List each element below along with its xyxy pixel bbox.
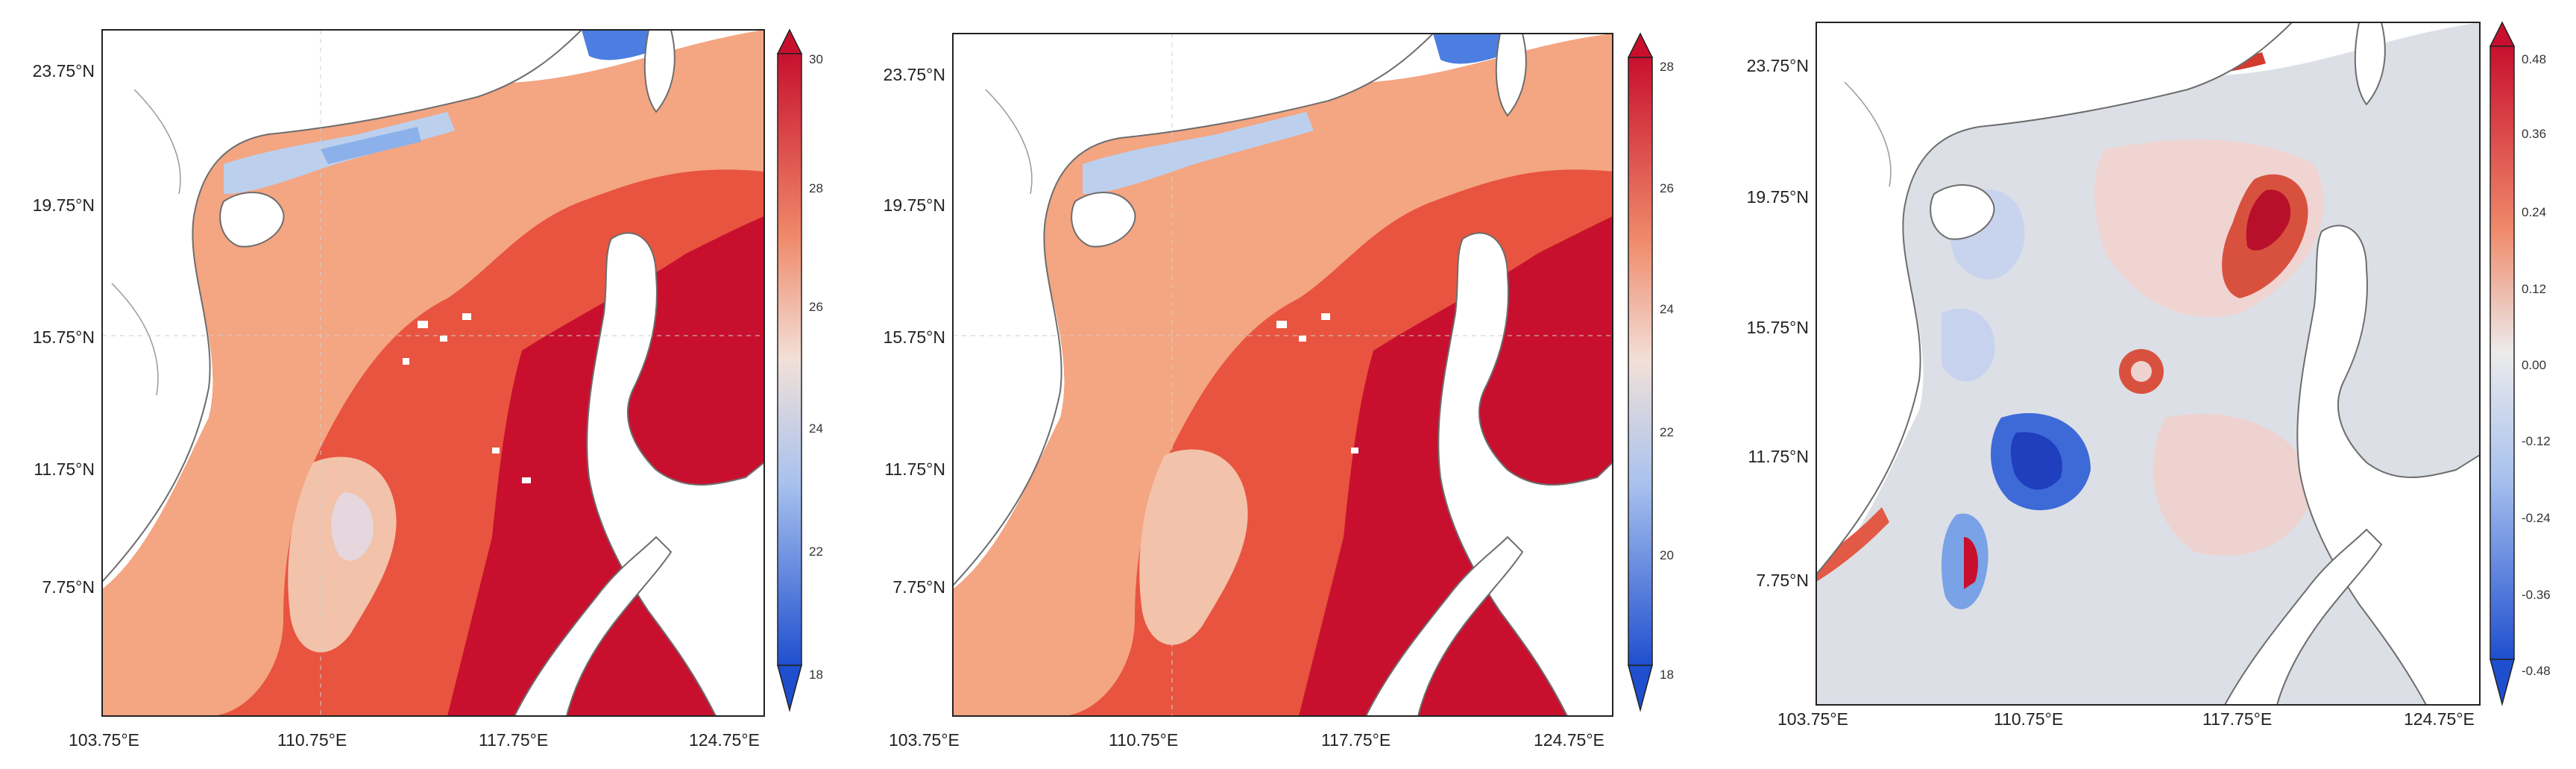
colorbar-tick: 0.00 [2522,358,2546,372]
colorbar-tick: -0.36 [2522,588,2551,602]
y-tick: 7.75°N [42,577,95,597]
y-tick: 15.75°N [884,327,945,347]
y-tick: 23.75°N [884,65,945,84]
sst-field [102,30,764,716]
colorbar-tick: -0.24 [2522,511,2551,525]
sst-field [953,34,1613,716]
x-tick: 110.75°E [1109,730,1178,750]
x-tick: 124.75°E [1534,730,1605,750]
colorbar-tick: 0.48 [2522,52,2546,66]
x-tick: 117.75°E [479,730,548,750]
map-frame [952,33,1613,717]
colorbar: 28 26 24 22 20 18 [1627,32,1674,712]
colorbar-tick: 24 [1660,302,1674,316]
x-tick: 103.75°E [69,730,139,750]
y-tick: 19.75°N [33,195,95,215]
y-tick: 19.75°N [884,195,945,215]
colorbar-tick: 0.24 [2522,205,2546,219]
colorbar-tick: 26 [1660,181,1674,195]
x-tick: 110.75°E [277,730,347,750]
colorbar: 30 28 26 24 22 18 [776,28,823,712]
map-panel-3: 23.75°N 19.75°N 15.75°N 11.75°N 7.75°N 1… [1718,0,2576,765]
colorbar-tick: 0.12 [2522,282,2546,296]
y-tick: 11.75°N [34,459,95,479]
y-tick: 15.75°N [33,327,95,347]
map-frame [1816,22,2481,706]
sst-difference-field [1816,22,2480,705]
y-tick: 23.75°N [33,61,95,81]
colorbar-tick: 26 [809,300,823,314]
colorbar-tick: 28 [809,181,823,195]
x-tick: 124.75°E [689,730,760,750]
colorbar-tick: 22 [1660,425,1674,439]
x-tick: 103.75°E [889,730,960,750]
map-frame [101,29,765,717]
colorbar-tick: 22 [809,544,823,559]
map-panel-2-svg: 23.75°N 19.75°N 15.75°N 11.75°N 7.75°N 1… [884,32,1674,750]
y-tick: 11.75°N [884,459,945,479]
y-tick: 7.75°N [1756,571,1809,590]
colorbar-tick: 18 [809,668,823,682]
map-panel-1: 23.75°N 19.75°N 15.75°N 11.75°N 7.75°N 1… [0,0,859,765]
x-tick: 110.75°E [1994,709,2063,729]
colorbar-tick: 30 [809,52,823,66]
x-tick: 124.75°E [2404,709,2475,729]
y-tick: 7.75°N [892,577,945,597]
y-tick: 11.75°N [1748,447,1809,466]
colorbar-tick: 20 [1660,548,1674,562]
colorbar-tick: -0.48 [2522,664,2551,678]
map-panel-1-svg: 23.75°N 19.75°N 15.75°N 11.75°N 7.75°N 1… [33,28,823,750]
map-panel-3-svg: 23.75°N 19.75°N 15.75°N 11.75°N 7.75°N 1… [1747,21,2551,729]
x-tick: 103.75°E [1777,709,1848,729]
colorbar-tick: 0.36 [2522,127,2546,141]
colorbar-tick: 28 [1660,60,1674,74]
colorbar-tick: 24 [809,421,823,436]
y-tick: 23.75°N [1747,56,1809,75]
y-tick: 15.75°N [1747,318,1809,337]
y-tick: 19.75°N [1747,187,1809,207]
x-tick: 117.75°E [1321,730,1391,750]
colorbar-tick: 18 [1660,668,1674,682]
colorbar-tick: -0.12 [2522,434,2551,448]
x-tick: 117.75°E [2202,709,2272,729]
colorbar: 0.48 0.36 0.24 0.12 0.00 -0.12 -0.24 -0.… [2489,21,2551,706]
map-panel-2: 23.75°N 19.75°N 15.75°N 11.75°N 7.75°N 1… [859,0,1718,765]
